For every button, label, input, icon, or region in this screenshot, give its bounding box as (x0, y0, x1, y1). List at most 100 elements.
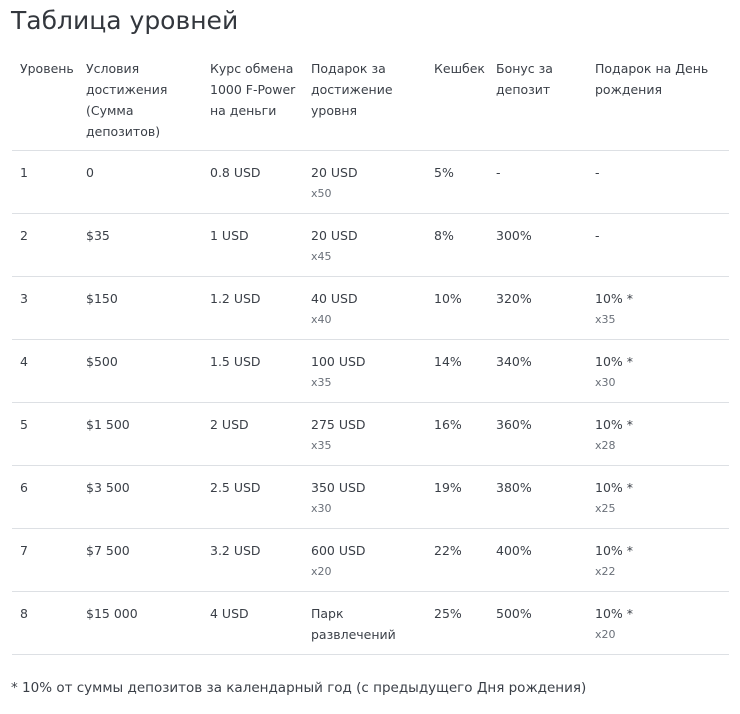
page-title: Таблица уровней (11, 6, 239, 35)
rate-cell: 1.2 USD (202, 276, 303, 340)
cashback-cell: 16% (426, 402, 488, 466)
gift-wager: x30 (311, 502, 332, 515)
deposit-bonus-cell: 400% (488, 528, 587, 592)
gift-cell: Парк развлечений (303, 591, 426, 655)
level-cell-value: 7 (20, 543, 28, 558)
birthday-gift-cell-value: 10% * (595, 480, 634, 495)
table-row: 1 0 0.8 USD 20 USD x50 5% - - (12, 150, 729, 214)
birthday-wager: x20 (595, 628, 616, 641)
cashback-cell: 25% (426, 591, 488, 655)
level-cell: 1 (12, 150, 78, 214)
table-header-row: Уровень Условия достижения (Сумма депози… (12, 58, 729, 151)
gift-cell: 275 USD x35 (303, 402, 426, 466)
column-header-deposit-bonus: Бонус за депозит (488, 58, 587, 151)
condition-cell: $15 000 (78, 591, 202, 655)
deposit-bonus-cell-value: 360% (496, 417, 532, 432)
gift-cell: 20 USD x50 (303, 150, 426, 214)
condition-cell-value: $500 (86, 354, 118, 369)
rate-cell-value: 1.5 USD (210, 354, 261, 369)
birthday-wager: x30 (595, 376, 616, 389)
cashback-cell-value: 16% (434, 417, 462, 432)
deposit-bonus-cell-value: 320% (496, 291, 532, 306)
rate-cell-value: 3.2 USD (210, 543, 261, 558)
deposit-bonus-cell-value: 500% (496, 606, 532, 621)
gift-cell-value: 600 USD (311, 543, 366, 558)
birthday-gift-cell-value: - (595, 228, 600, 243)
deposit-bonus-cell: 380% (488, 465, 587, 529)
rate-cell: 3.2 USD (202, 528, 303, 592)
level-cell: 8 (12, 591, 78, 655)
rate-cell: 1.5 USD (202, 339, 303, 403)
birthday-wager: x35 (595, 313, 616, 326)
condition-cell-value: $1 500 (86, 417, 130, 432)
footnote: * 10% от суммы депозитов за календарный … (11, 680, 587, 696)
rate-cell-value: 1.2 USD (210, 291, 261, 306)
gift-cell: 600 USD x20 (303, 528, 426, 592)
birthday-gift-cell: - (587, 213, 729, 277)
cashback-cell-value: 8% (434, 228, 454, 243)
condition-cell: $1 500 (78, 402, 202, 466)
birthday-wager: x22 (595, 565, 616, 578)
condition-cell: 0 (78, 150, 202, 214)
deposit-bonus-cell: 500% (488, 591, 587, 655)
level-cell-value: 2 (20, 228, 28, 243)
birthday-gift-cell: - (587, 150, 729, 214)
gift-wager: x35 (311, 439, 332, 452)
deposit-bonus-cell: 320% (488, 276, 587, 340)
rate-cell-value: 4 USD (210, 606, 249, 621)
birthday-gift-cell-value: 10% * (595, 417, 634, 432)
condition-cell: $7 500 (78, 528, 202, 592)
gift-cell-value: 40 USD (311, 291, 358, 306)
rate-cell: 0.8 USD (202, 150, 303, 214)
cashback-cell-value: 14% (434, 354, 462, 369)
column-header-cashback: Кешбек (426, 58, 488, 151)
column-header-birthday: Подарок на День рождения (587, 58, 729, 151)
gift-wager: x45 (311, 250, 332, 263)
level-cell: 4 (12, 339, 78, 403)
cashback-cell-value: 25% (434, 606, 462, 621)
condition-cell: $500 (78, 339, 202, 403)
condition-cell-value: $7 500 (86, 543, 130, 558)
rate-cell: 2 USD (202, 402, 303, 466)
deposit-bonus-cell-value: - (496, 165, 501, 180)
gift-cell: 100 USD x35 (303, 339, 426, 403)
gift-cell-value: 350 USD (311, 480, 366, 495)
column-header-gift: Подарок за достижение уровня (303, 58, 426, 151)
gift-wager: x40 (311, 313, 332, 326)
gift-cell-value: 20 USD (311, 228, 358, 243)
rate-cell: 4 USD (202, 591, 303, 655)
birthday-gift-cell-value: 10% * (595, 291, 634, 306)
gift-cell-value: 275 USD (311, 417, 366, 432)
table-row: 2 $35 1 USD 20 USD x45 8% 300% - (12, 213, 729, 277)
birthday-gift-cell: 10% * x25 (587, 465, 729, 529)
condition-cell: $35 (78, 213, 202, 277)
level-cell: 6 (12, 465, 78, 529)
deposit-bonus-cell-value: 340% (496, 354, 532, 369)
gift-cell-value: 20 USD (311, 165, 358, 180)
condition-cell-value: $15 000 (86, 606, 138, 621)
birthday-gift-cell: 10% * x22 (587, 528, 729, 592)
cashback-cell-value: 10% (434, 291, 462, 306)
rate-cell-value: 0.8 USD (210, 165, 261, 180)
cashback-cell-value: 22% (434, 543, 462, 558)
table-row: 6 $3 500 2.5 USD 350 USD x30 19% 380% 10% * x25 (12, 465, 729, 529)
cashback-cell: 8% (426, 213, 488, 277)
rate-cell: 2.5 USD (202, 465, 303, 529)
table-row: 4 $500 1.5 USD 100 USD x35 14% 340% 10% * x30 (12, 339, 729, 403)
birthday-gift-cell: 10% * x28 (587, 402, 729, 466)
birthday-gift-cell-value: 10% * (595, 543, 634, 558)
level-cell: 3 (12, 276, 78, 340)
condition-cell: $3 500 (78, 465, 202, 529)
levels-table-body: 1 0 0.8 USD 20 USD x50 5% - - 2 $35 1 USD 20 USD x45… (12, 150, 729, 655)
level-cell: 2 (12, 213, 78, 277)
level-cell-value: 6 (20, 480, 28, 495)
gift-cell: 350 USD x30 (303, 465, 426, 529)
birthday-gift-cell: 10% * x20 (587, 591, 729, 655)
birthday-gift-cell-value: 10% * (595, 354, 634, 369)
rate-cell-value: 2 USD (210, 417, 249, 432)
table-row: 3 $150 1.2 USD 40 USD x40 10% 320% 10% * x35 (12, 276, 729, 340)
column-header-condition: Условия достижения (Сумма депозитов) (78, 58, 202, 151)
gift-cell-value: 100 USD (311, 354, 366, 369)
cashback-cell: 19% (426, 465, 488, 529)
condition-cell-value: $35 (86, 228, 110, 243)
